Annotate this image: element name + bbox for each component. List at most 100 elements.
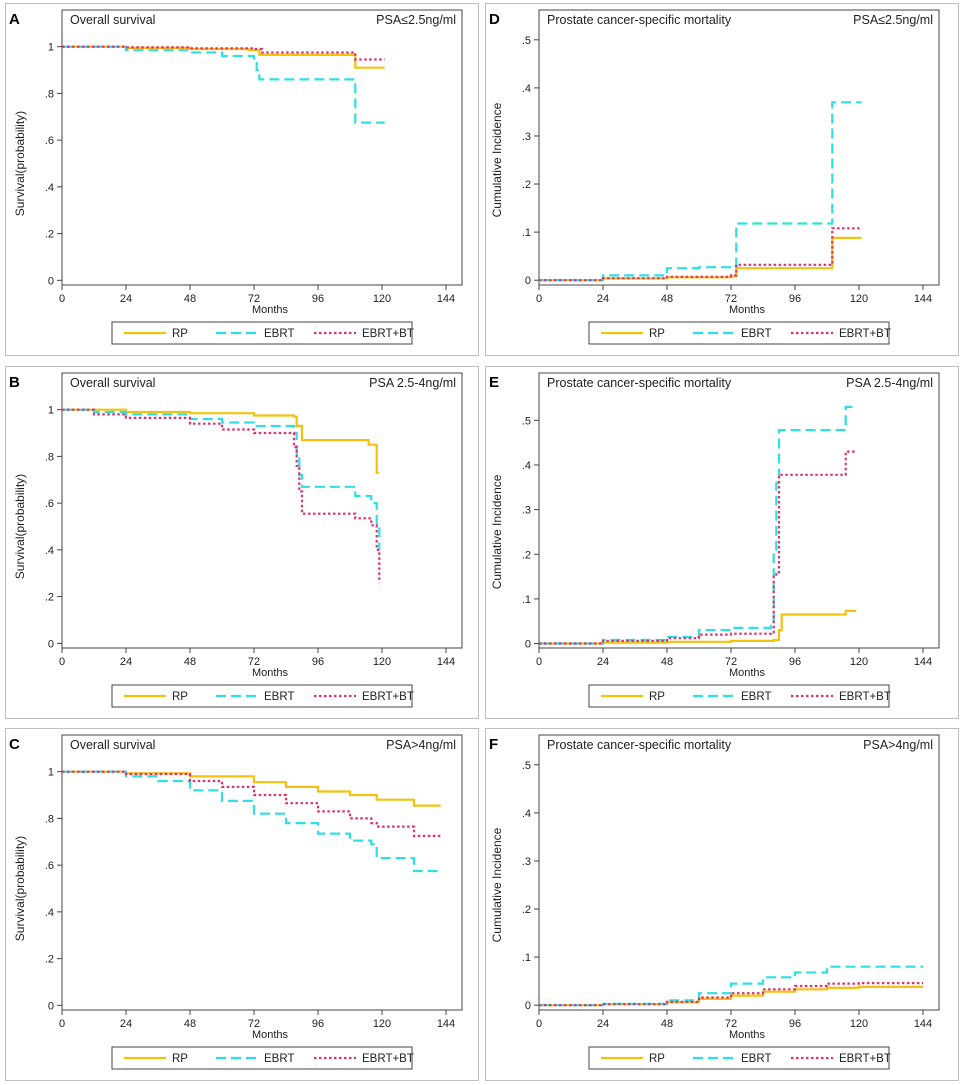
y-tick-label: .6 (45, 860, 54, 872)
panel-f: F Prostate cancer-specific mortality PSA>4… (485, 728, 959, 1081)
legend-label: RP (172, 328, 188, 340)
panel-d: D Prostate cancer-specific mortality PSA≤2… (485, 3, 959, 356)
series-line-rp (539, 985, 923, 1007)
y-tick-label: .5 (522, 415, 531, 427)
y-axis-label: Cumulative Incidence (490, 474, 504, 589)
legend-label: EBRT (264, 691, 294, 703)
x-tick-label: 144 (914, 1018, 932, 1030)
legend-label: RP (649, 691, 665, 703)
x-tick-label: 144 (914, 293, 932, 305)
series-line-ebrt-bt (539, 982, 923, 1007)
series-line-ebrt-bt (539, 450, 857, 645)
x-tick-label: 0 (536, 1018, 542, 1030)
x-tick-label: 144 (437, 1018, 455, 1030)
panel-c: C Overall survival PSA>4ng/ml 0 .2 .4 .6 .8 1 0 24… (5, 728, 479, 1081)
x-tick-label: 48 (184, 656, 196, 668)
legend-box (111, 1046, 413, 1070)
panel-title: Prostate cancer-specific mortality (547, 13, 732, 27)
legend-label: EBRT+BT (362, 1053, 414, 1065)
panel-letter: C (9, 736, 20, 753)
panel-b: B Overall survival PSA 2.5-4ng/ml 0 .2 .4 .6 .8… (5, 366, 479, 719)
x-tick-label: 72 (725, 293, 737, 305)
series-line-ebrt (539, 101, 862, 282)
legend-box (588, 1046, 890, 1070)
legend-label: EBRT (741, 328, 771, 340)
panel-title: Overall survival (70, 738, 155, 752)
y-axis-label: Survival(probability) (13, 111, 27, 216)
legend-label: EBRT+BT (362, 328, 414, 340)
x-tick-label: 48 (184, 1018, 196, 1030)
legend-label: EBRT (264, 328, 294, 340)
panel-letter: A (9, 11, 20, 28)
panel-letter: B (9, 374, 20, 391)
x-tick-label: 144 (437, 293, 455, 305)
legend-label: RP (649, 328, 665, 340)
y-tick-label: .1 (522, 594, 531, 606)
plot-area (61, 734, 463, 1011)
panel-frame (5, 366, 479, 719)
x-tick-label: 24 (597, 656, 609, 668)
y-axis-label: Survival(probability) (13, 474, 27, 579)
y-axis-label: Survival(probability) (13, 836, 27, 941)
y-tick-label: .4 (522, 808, 531, 820)
legend-label: EBRT (264, 1053, 294, 1065)
plot-area (538, 9, 940, 286)
legend-label: EBRT (741, 1053, 771, 1065)
panel-frame (5, 728, 479, 1081)
y-tick-label: .2 (522, 904, 531, 916)
x-tick-label: 120 (850, 293, 868, 305)
y-tick-label: .6 (45, 498, 54, 510)
series-line-ebrt-bt (539, 227, 862, 282)
y-tick-label: 0 (525, 639, 531, 651)
plot-area (538, 372, 940, 649)
series-line-rp (62, 770, 441, 807)
x-tick-label: 120 (850, 1018, 868, 1030)
y-tick-label: .2 (45, 229, 54, 241)
y-tick-label: .4 (45, 545, 54, 557)
panel-subtitle: PSA≤2.5ng/ml (376, 13, 456, 27)
x-tick-label: 120 (850, 656, 868, 668)
y-tick-label: .8 (45, 88, 54, 100)
x-tick-label: 144 (914, 656, 932, 668)
y-tick-label: 0 (525, 1000, 531, 1012)
panel-subtitle: PSA 2.5-4ng/ml (369, 376, 456, 390)
legend-label: RP (172, 691, 188, 703)
y-tick-label: .5 (522, 760, 531, 772)
y-tick-label: .3 (522, 131, 531, 143)
y-tick-label: .4 (45, 907, 54, 919)
x-tick-label: 72 (725, 656, 737, 668)
plot-area (538, 734, 940, 1011)
x-axis-label: Months (729, 304, 766, 316)
x-tick-label: 144 (437, 656, 455, 668)
y-tick-label: 0 (48, 1000, 54, 1012)
y-tick-label: .2 (522, 179, 531, 191)
panel-subtitle: PSA>4ng/ml (863, 738, 933, 752)
legend-label: EBRT+BT (839, 691, 891, 703)
y-tick-label: 0 (525, 275, 531, 287)
x-axis-label: Months (252, 1029, 289, 1041)
series-line-ebrt (539, 965, 923, 1007)
legend-box (111, 684, 413, 708)
y-tick-label: 1 (48, 767, 54, 779)
legend-label: EBRT+BT (362, 691, 414, 703)
y-tick-label: 1 (48, 405, 54, 417)
x-tick-label: 0 (59, 656, 65, 668)
panel-letter: D (489, 11, 500, 28)
series-line-ebrt (62, 408, 381, 550)
panel-a: A Overall survival PSA≤2.5ng/ml 0 .2 .4 .6 .8 1 0… (5, 3, 479, 356)
x-axis-label: Months (729, 1029, 766, 1041)
plot-area (61, 9, 463, 286)
panel-subtitle: PSA 2.5-4ng/ml (846, 376, 933, 390)
y-tick-label: 1 (48, 42, 54, 54)
x-tick-label: 120 (373, 1018, 391, 1030)
series-line-rp (62, 408, 380, 474)
y-tick-label: .1 (522, 227, 531, 239)
series-line-ebrt (62, 770, 441, 873)
y-axis-label: Cumulative Incidence (490, 827, 504, 942)
x-tick-label: 96 (789, 293, 801, 305)
panel-letter: E (489, 374, 499, 391)
x-tick-label: 48 (661, 656, 673, 668)
x-tick-label: 0 (536, 293, 542, 305)
series-line-rp (539, 236, 862, 282)
